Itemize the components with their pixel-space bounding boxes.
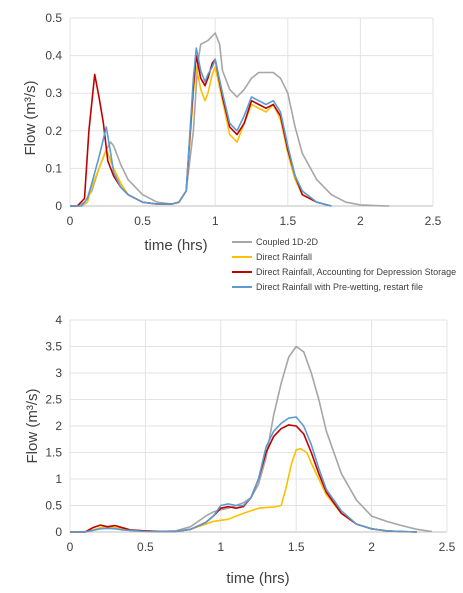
- series-line-2: [70, 424, 417, 533]
- y-tick-label: 2: [55, 419, 62, 433]
- x-tick-labels: 0 0.5 1 1.5 2 2.5: [67, 540, 456, 554]
- x-tick-label: 0.5: [137, 540, 154, 554]
- y-tick-label: 0.2: [45, 124, 62, 138]
- y-tick-label: 0.4: [45, 49, 62, 63]
- series-line-0: [70, 345, 433, 533]
- series-line-3: [70, 416, 417, 533]
- x-tick-labels: 0 0.5 1 1.5 2 2.5: [67, 214, 442, 228]
- series-line-1: [70, 448, 417, 533]
- grid-lines: [69, 17, 434, 207]
- y-tick-labels: 0 0.5 1 1.5 2 2.5 3 3.5 4: [45, 313, 62, 539]
- legend-label: Coupled 1D-2D: [256, 237, 319, 247]
- x-tick-label: 1.5: [288, 540, 305, 554]
- x-axis-title: time (hrs): [226, 570, 289, 587]
- series-line-0: [70, 32, 390, 207]
- y-tick-labels: 0 0.1 0.2 0.3 0.4 0.5: [45, 11, 62, 213]
- legend-label: Direct Rainfall, Accounting for Depressi…: [256, 267, 456, 277]
- x-axis-title: time (hrs): [144, 237, 207, 254]
- y-tick-label: 0: [55, 199, 62, 213]
- grid-lines: [69, 319, 448, 533]
- x-tick-label: 1: [217, 540, 224, 554]
- legend-label: Direct Rainfall with Pre-wetting, restar…: [256, 282, 423, 292]
- y-tick-label: 0.1: [45, 161, 62, 175]
- x-tick-label: 2: [357, 214, 364, 228]
- y-tick-label: 3.5: [45, 340, 62, 354]
- y-tick-label: 2.5: [45, 393, 62, 407]
- chart-lower: 0 0.5 1 1.5 2 2.5 3 3.5 4 0 0.5 1 1.5 2 2.5 Flow (m³/…: [24, 313, 456, 587]
- y-axis-title: Flow (m³/s): [24, 389, 41, 464]
- chart-upper: 0 0.1 0.2 0.3 0.4 0.5 0 0.5 1 1.5 2 2.5 Flow (m³/s…: [22, 11, 456, 292]
- x-tick-label: 0: [67, 540, 74, 554]
- x-tick-label: 1: [212, 214, 219, 228]
- x-tick-label: 0.5: [134, 214, 151, 228]
- legend: Coupled 1D-2D Direct Rainfall Direct Rainf…: [232, 237, 456, 292]
- series-line-2: [70, 54, 332, 207]
- y-tick-label: 3: [55, 366, 62, 380]
- y-tick-label: 0.5: [45, 11, 62, 25]
- x-tick-label: 2.5: [439, 540, 456, 554]
- series-lines: [70, 32, 390, 207]
- legend-label: Direct Rainfall: [256, 252, 312, 262]
- y-axis-title: Flow (m³/s): [22, 81, 39, 156]
- x-tick-label: 2.5: [425, 214, 442, 228]
- y-tick-label: 4: [55, 313, 62, 327]
- x-tick-label: 0: [67, 214, 74, 228]
- series-line-1: [70, 66, 332, 207]
- y-tick-label: 0: [55, 525, 62, 539]
- series-line-3: [70, 47, 332, 207]
- series-lines: [70, 345, 433, 533]
- y-tick-label: 0.3: [45, 86, 62, 100]
- x-tick-label: 1.5: [279, 214, 296, 228]
- y-tick-label: 0.5: [45, 499, 62, 513]
- x-tick-label: 2: [368, 540, 375, 554]
- y-tick-label: 1.5: [45, 446, 62, 460]
- y-tick-label: 1: [55, 472, 62, 486]
